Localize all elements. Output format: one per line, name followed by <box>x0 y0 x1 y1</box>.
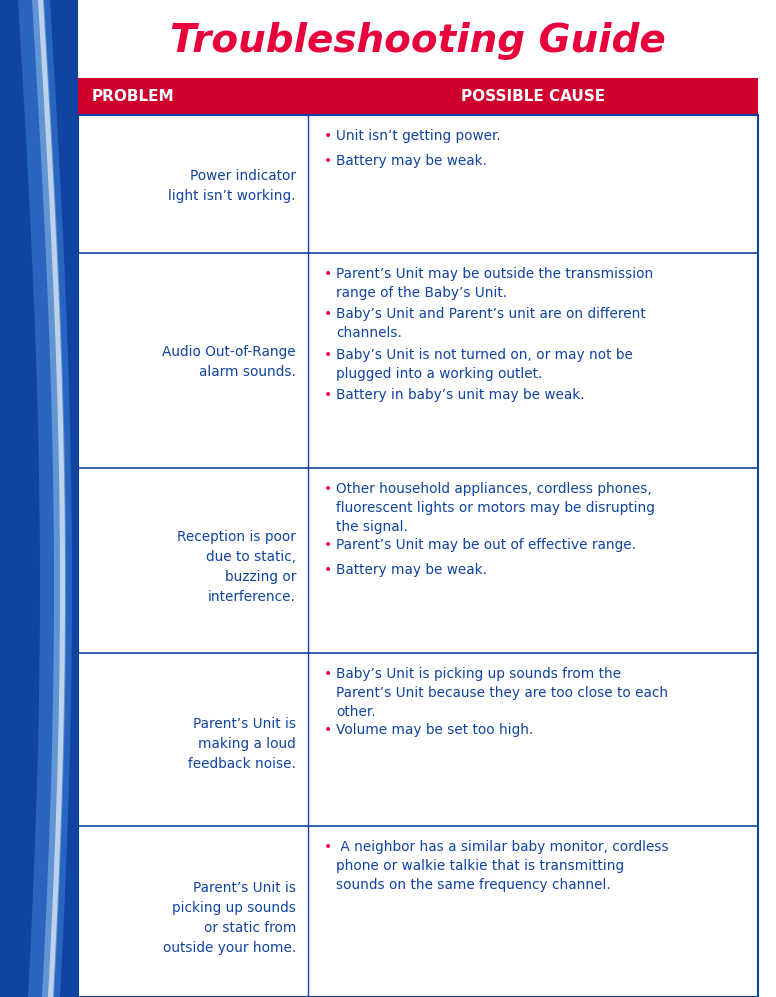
Text: •: • <box>324 307 332 321</box>
Text: Troubleshooting Guide: Troubleshooting Guide <box>170 23 666 61</box>
Text: PROBLEM: PROBLEM <box>92 89 175 104</box>
Text: Baby’s Unit and Parent’s unit are on different
channels.: Baby’s Unit and Parent’s unit are on dif… <box>336 307 646 340</box>
Text: Battery in baby’s unit may be weak.: Battery in baby’s unit may be weak. <box>336 388 584 402</box>
Text: Reception is poor
due to static,
buzzing or
interference.: Reception is poor due to static, buzzing… <box>177 530 296 604</box>
Bar <box>78 826 758 997</box>
Text: •: • <box>324 840 332 854</box>
Text: •: • <box>324 723 332 737</box>
Bar <box>78 468 758 653</box>
Polygon shape <box>32 0 66 997</box>
Text: Parent’s Unit is
making a loud
feedback noise.: Parent’s Unit is making a loud feedback … <box>188 717 296 771</box>
Text: Battery may be weak.: Battery may be weak. <box>336 562 487 576</box>
Bar <box>0 0 78 997</box>
Bar <box>78 115 758 253</box>
Text: •: • <box>324 388 332 402</box>
Text: Other household appliances, cordless phones,
fluorescent lights or motors may be: Other household appliances, cordless pho… <box>336 482 655 534</box>
Text: •: • <box>324 667 332 681</box>
Text: Unit isn’t getting power.: Unit isn’t getting power. <box>336 129 501 143</box>
Text: •: • <box>324 537 332 551</box>
Text: Battery may be weak.: Battery may be weak. <box>336 155 487 168</box>
Text: Power indicator
light isn’t working.: Power indicator light isn’t working. <box>168 168 296 202</box>
Text: •: • <box>324 482 332 496</box>
Bar <box>78 78 758 115</box>
Text: •: • <box>324 129 332 143</box>
Polygon shape <box>18 0 72 997</box>
Text: Audio Out-of-Range
alarm sounds.: Audio Out-of-Range alarm sounds. <box>162 345 296 380</box>
Text: Volume may be set too high.: Volume may be set too high. <box>336 723 533 737</box>
Text: A neighbor has a similar baby monitor, cordless
phone or walkie talkie that is t: A neighbor has a similar baby monitor, c… <box>336 840 669 892</box>
Bar <box>78 253 758 468</box>
Text: Parent’s Unit may be out of effective range.: Parent’s Unit may be out of effective ra… <box>336 537 636 551</box>
Text: •: • <box>324 267 332 281</box>
Text: POSSIBLE CAUSE: POSSIBLE CAUSE <box>461 89 605 104</box>
Bar <box>78 653 758 826</box>
Text: Baby’s Unit is picking up sounds from the
Parent’s Unit because they are too clo: Baby’s Unit is picking up sounds from th… <box>336 667 668 719</box>
Text: •: • <box>324 348 332 362</box>
Text: Parent’s Unit may be outside the transmission
range of the Baby’s Unit.: Parent’s Unit may be outside the transmi… <box>336 267 653 300</box>
Polygon shape <box>38 0 65 997</box>
Text: Baby’s Unit is not turned on, or may not be
plugged into a working outlet.: Baby’s Unit is not turned on, or may not… <box>336 348 633 381</box>
Bar <box>78 5 758 78</box>
Bar <box>78 115 758 997</box>
Text: Parent’s Unit is
picking up sounds
or static from
outside your home.: Parent’s Unit is picking up sounds or st… <box>163 881 296 955</box>
Text: •: • <box>324 155 332 168</box>
Text: •: • <box>324 562 332 576</box>
